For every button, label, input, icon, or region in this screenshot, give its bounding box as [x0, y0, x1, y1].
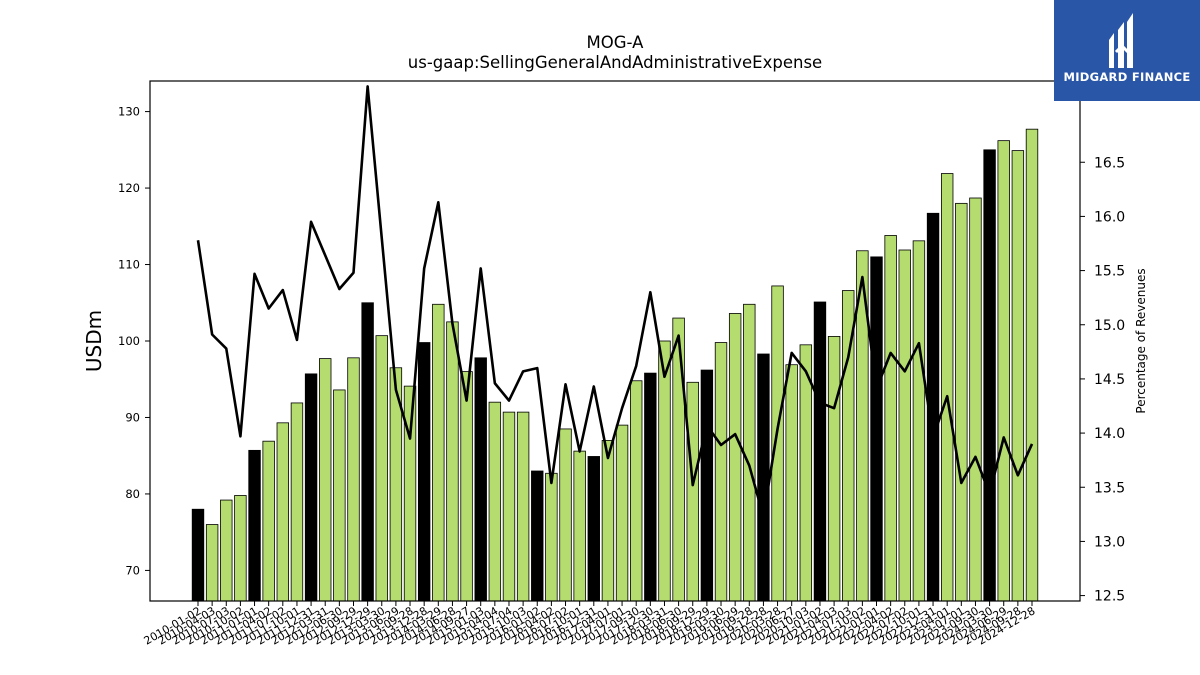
bar-2018-03-31: [658, 340, 671, 602]
bar-2016-04-02: [545, 472, 558, 602]
bar-2013-12-28: [417, 342, 431, 602]
bar-2017-12-30: [644, 372, 657, 602]
bar-2014-06-28: [446, 321, 459, 602]
right-tick-label: 14.5: [1094, 372, 1125, 388]
left-tick-label: 90: [125, 410, 140, 424]
bar-2022-10-01: [912, 240, 926, 602]
bar-2019-09-28: [743, 303, 756, 602]
percentage-line: [196, 85, 1034, 518]
bar-2016-12-31: [587, 456, 600, 602]
bar-2023-09-30: [969, 197, 982, 602]
left-tick-label: 80: [125, 487, 140, 501]
bar-2022-04-02: [884, 235, 897, 602]
right-tick-label: 13.0: [1094, 534, 1125, 550]
bar-2012-03-31: [319, 358, 332, 602]
bar-2011-07-02: [276, 422, 290, 602]
bar-2023-04-01: [940, 173, 954, 602]
right-tick-label: 15.5: [1094, 264, 1125, 280]
bar-2011-04-02: [262, 440, 275, 602]
plot-frame: [149, 80, 1081, 602]
left-tick-label: 110: [118, 258, 140, 272]
bar-2015-07-04: [502, 411, 516, 602]
bar-2024-12-28: [1025, 128, 1039, 602]
bar-2019-12-28: [757, 353, 770, 602]
bar-2022-07-02: [898, 249, 911, 602]
right-tick-label: 15.0: [1094, 318, 1125, 334]
bar-2012-09-29: [347, 357, 360, 602]
chart-subtitle: us-gaap:SellingGeneralAndAdministrativeE…: [407, 53, 823, 72]
x-axis-ticks: 2010-01-022010-04-032010-07-032010-10-02…: [142, 601, 1038, 648]
bar-2010-07-03: [220, 499, 233, 602]
left-tick-label: 130: [118, 105, 140, 119]
left-tick-label: 120: [118, 181, 140, 195]
bar-2011-12-31: [304, 373, 318, 602]
bar-2014-03-29: [432, 303, 445, 602]
bar-2013-03-30: [375, 335, 388, 602]
bar-2011-01-01: [248, 449, 261, 602]
right-tick-label: 16.5: [1094, 155, 1125, 171]
bar-2021-04-03: [827, 336, 841, 602]
y-axis-label: USDm: [82, 310, 106, 372]
bar-2019-03-30: [714, 342, 728, 602]
logo-text: MIDGARD FINANCE: [1063, 70, 1191, 84]
bar-2016-07-02: [559, 428, 572, 602]
right-axis-label: Percentage of Revenues: [1134, 268, 1148, 413]
bar-2021-01-02: [813, 301, 827, 602]
left-tick-label: 70: [125, 563, 140, 577]
bar-2017-04-01: [601, 440, 615, 602]
bar-2017-07-01: [615, 424, 629, 602]
bar-2016-01-02: [531, 470, 544, 602]
bar-2011-10-01: [290, 402, 304, 602]
right-tick-label: 13.5: [1094, 480, 1125, 496]
bar-2024-09-28: [1011, 150, 1025, 602]
bar-2020-06-27: [785, 364, 798, 602]
bar-2020-03-28: [771, 285, 784, 602]
left-axis-ticks: 70 80 90 100 110 120 130: [118, 105, 150, 577]
bar-2010-04-03: [205, 524, 219, 602]
bar-2024-03-30: [983, 149, 996, 602]
bar-2012-12-29: [361, 302, 374, 602]
bar-2010-01-02: [191, 508, 205, 602]
bar-2014-09-27: [460, 371, 473, 602]
bar-2010-10-02: [234, 495, 247, 602]
bar-2018-12-29: [700, 369, 714, 602]
right-tick-label: 14.0: [1094, 426, 1125, 442]
bar-2015-10-03: [516, 411, 530, 602]
bar-2024-06-29: [997, 140, 1010, 602]
bar-2017-09-30: [630, 380, 643, 602]
chart-title: MOG-A: [586, 33, 644, 52]
bar-2015-04-04: [488, 401, 502, 602]
bar-2013-09-28: [403, 385, 417, 602]
midgard-finance-logo: MIDGARD FINANCE: [1054, 0, 1200, 101]
bar-2023-07-01: [955, 202, 968, 602]
bar-series: [191, 128, 1039, 602]
bar-2022-01-01: [870, 256, 883, 602]
bar-2015-01-03: [474, 357, 487, 602]
logo-mark-icon: [1109, 13, 1133, 68]
bar-2016-10-01: [573, 450, 586, 602]
bar-2018-06-30: [672, 317, 685, 602]
right-axis-ticks: 12.5 13.0 13.5 14.0 14.5 15.0 15.5 16.0 16.5: [1080, 155, 1125, 605]
right-tick-label: 16.0: [1094, 209, 1125, 225]
bar-2012-06-30: [333, 389, 346, 602]
left-tick-label: 100: [118, 334, 140, 348]
right-tick-label: 12.5: [1094, 589, 1125, 605]
bar-2019-06-29: [728, 313, 742, 602]
bar-2018-09-29: [686, 381, 699, 602]
